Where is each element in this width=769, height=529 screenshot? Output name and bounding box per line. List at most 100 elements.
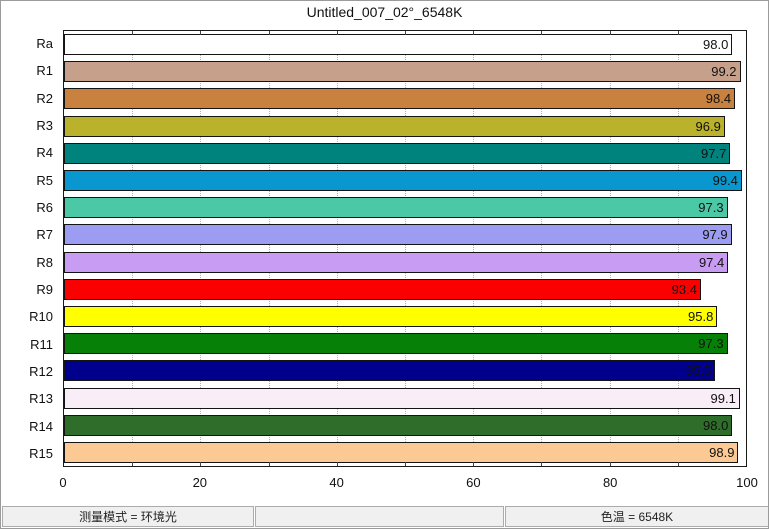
axis-tick (132, 31, 134, 35)
bar-row: 98.4 (64, 85, 746, 112)
bar-row: 93.4 (64, 276, 746, 303)
gridline (473, 31, 475, 466)
y-axis-label: R6 (36, 200, 53, 216)
axis-tick (268, 462, 270, 466)
bar-r4: 97.7 (64, 142, 731, 164)
bar-value: 99.1 (710, 390, 736, 406)
y-axis-label: R11 (30, 336, 53, 352)
bar-value: 93.4 (671, 281, 697, 297)
bar-row: 98.0 (64, 412, 746, 439)
bar-r5: 99.4 (64, 170, 742, 192)
axis-tick (473, 31, 475, 35)
bar-r10: 95.8 (64, 305, 718, 327)
axis-tick (132, 462, 134, 466)
status-measure-mode: 测量模式 = 环境光 (2, 506, 254, 527)
y-axis-label: R1 (36, 63, 53, 79)
axis-tick (609, 31, 611, 35)
bar-r14: 98.0 (64, 414, 733, 436)
x-axis-tick-label: 80 (602, 475, 618, 490)
y-axis-label: R9 (36, 281, 53, 297)
bar-ra: 98.0 (64, 34, 733, 56)
bar-r11: 97.3 (64, 333, 728, 355)
bar-row: 99.4 (64, 167, 746, 194)
axis-tick (336, 31, 338, 35)
bar-r7: 97.9 (64, 224, 732, 246)
axis-tick (541, 31, 543, 35)
bar-value: 98.0 (703, 37, 729, 53)
bar-row: 97.9 (64, 221, 746, 248)
x-axis-tick-label: 60 (466, 475, 481, 490)
axis-tick (336, 462, 338, 466)
y-axis-label: R3 (36, 118, 53, 134)
axis-tick (541, 462, 543, 466)
bar-row: 98.0 (64, 31, 746, 58)
bar-r3: 96.9 (64, 115, 725, 137)
bar-value: 97.4 (698, 254, 725, 270)
bar-value: 97.3 (698, 200, 724, 216)
x-axis-tick-label: 40 (329, 475, 344, 490)
axis-tick (677, 462, 679, 466)
status-empty-panel (255, 506, 504, 527)
bar-row: 95.8 (64, 303, 746, 330)
gridline (609, 31, 611, 466)
x-axis-tick-label: 0 (59, 475, 67, 490)
bar-row: 97.7 (64, 140, 746, 167)
plot-area: 98.0 99.2 98.4 96.9 97.7 99.4 97.3 97.9 97.4 93.4… (63, 30, 747, 467)
axis-tick (268, 31, 270, 35)
axis-tick (473, 462, 475, 466)
gridline (268, 31, 270, 466)
axis-tick (405, 31, 406, 35)
gridline (336, 31, 338, 466)
bar-r15: 98.9 (64, 441, 739, 463)
bar-value: 96.9 (695, 118, 721, 134)
y-axis-label: Ra (36, 36, 53, 52)
axis-tick (609, 462, 611, 466)
y-axis-label: R10 (29, 309, 53, 325)
bar-value: 98.0 (703, 417, 729, 433)
gridline (200, 31, 202, 466)
gridline (405, 31, 406, 466)
bar-row: 99.2 (64, 58, 746, 85)
bar-value: 97.9 (702, 227, 728, 243)
y-axis-label: R5 (36, 172, 53, 188)
chart-title: Untitled_007_02°_6548K (306, 4, 463, 20)
bar-value: 97.7 (701, 145, 727, 161)
bar-value: 95.5 (685, 363, 712, 379)
y-axis-label: R8 (36, 254, 53, 270)
gridline (677, 31, 679, 466)
bar-row: 99.1 (64, 384, 746, 411)
bar-row: 97.4 (64, 249, 746, 276)
bar-row: 96.9 (64, 113, 746, 140)
bar-r9: 93.4 (64, 278, 701, 300)
bar-r13: 99.1 (64, 387, 740, 409)
bar-r8: 97.4 (64, 251, 729, 273)
bar-row: 95.5 (64, 357, 746, 384)
bar-r12: 95.5 (64, 360, 716, 382)
y-axis-label: R4 (36, 145, 53, 161)
bar-value: 99.4 (712, 173, 738, 189)
gridline (132, 31, 134, 466)
y-axis-label: R13 (29, 391, 53, 407)
y-axis-label: R2 (36, 90, 53, 106)
status-color-temp: 色温 = 6548K (505, 506, 768, 527)
bar-value: 95.8 (688, 308, 714, 324)
y-axis-label: R12 (29, 363, 53, 379)
bar-row: 97.3 (64, 330, 746, 357)
y-axis-label: R14 (29, 418, 53, 434)
x-axis-tick-label: 20 (192, 475, 208, 490)
y-axis-labels: Ra R1 R2 R3 R4 R5 R6 R7 R8 R9 R10 R11 R12 R13 R14 R15 (1, 30, 57, 467)
bar-value: 98.9 (709, 444, 735, 460)
axis-tick (677, 31, 679, 35)
axis-tick (200, 462, 202, 466)
bars-layer: 98.0 99.2 98.4 96.9 97.7 99.4 97.3 97.9 97.4 93.4… (64, 31, 746, 466)
bar-r1: 99.2 (64, 61, 741, 83)
axis-tick (200, 31, 202, 35)
bar-row: 97.3 (64, 194, 746, 221)
bar-value: 98.4 (705, 91, 732, 107)
bar-value: 99.2 (711, 64, 737, 80)
y-axis-label: R15 (29, 445, 53, 461)
bar-value: 97.3 (698, 336, 724, 352)
axis-tick (405, 462, 406, 466)
x-axis-tick-label: 100 (736, 475, 758, 490)
